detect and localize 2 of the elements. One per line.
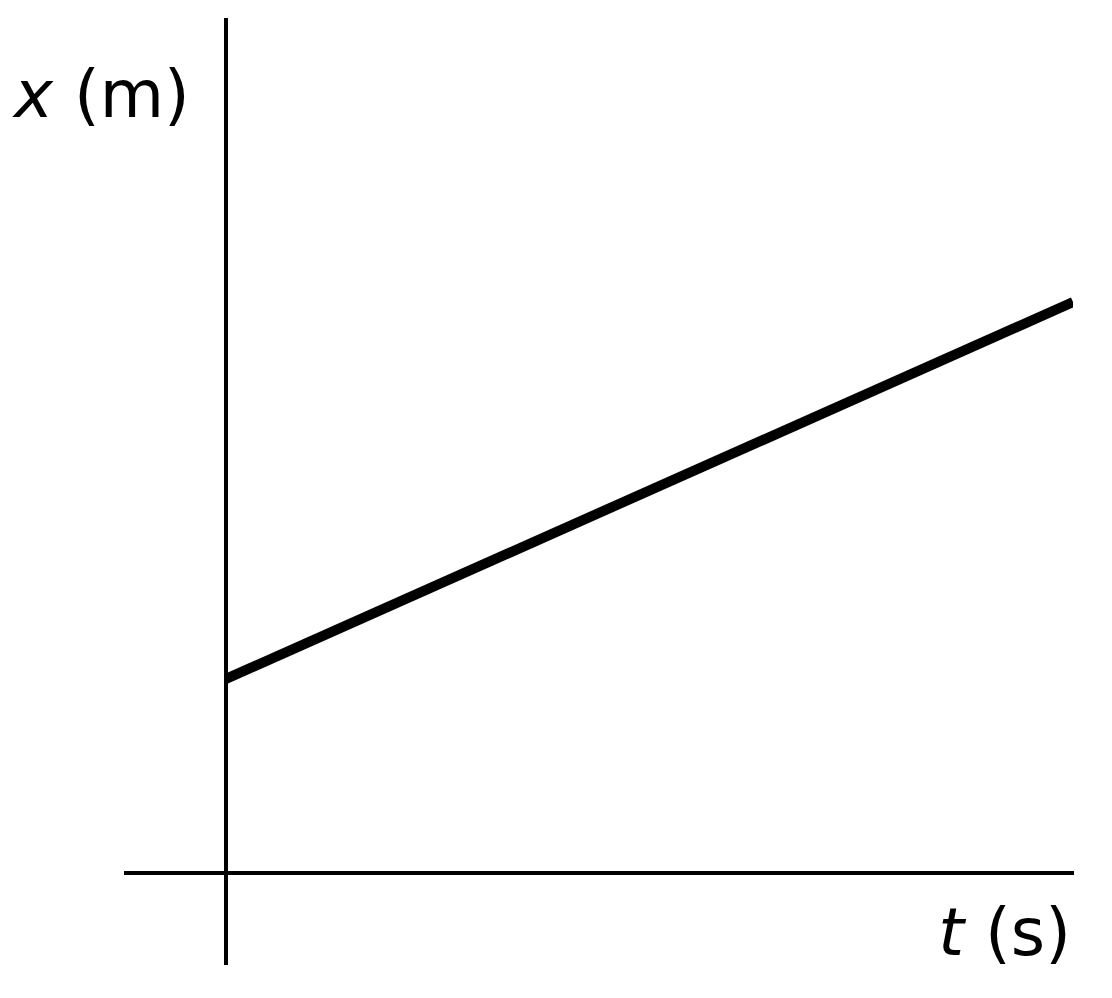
y-axis-title: x (m): [14, 56, 190, 133]
x-axis-title: t (s): [938, 894, 1071, 971]
